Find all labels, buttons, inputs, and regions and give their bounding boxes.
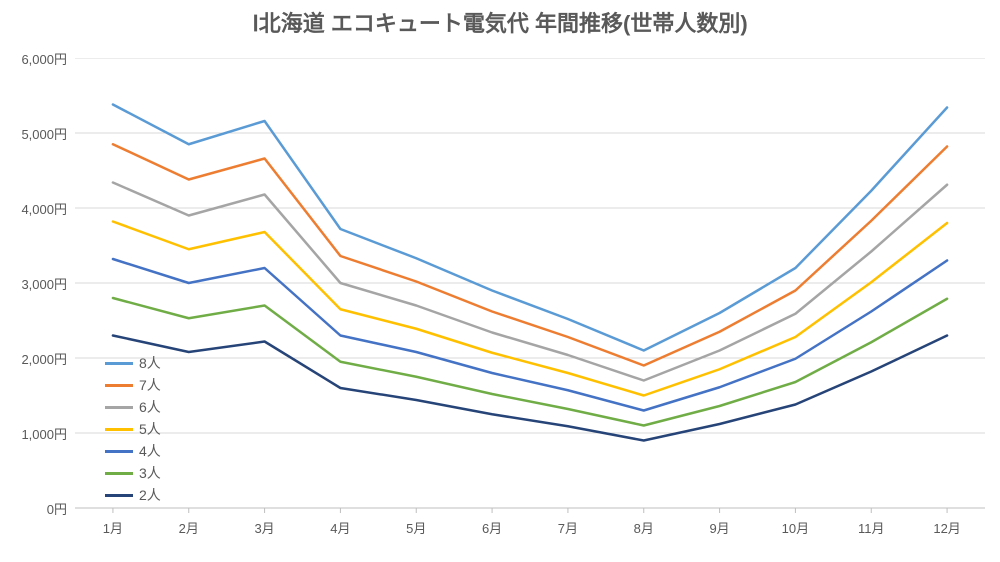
chart-svg [75,58,985,514]
y-tick-label: 1,000円 [21,424,67,443]
x-tick-label: 7月 [550,518,586,537]
plot-area [75,58,985,508]
y-tick-label: 0円 [47,499,67,518]
legend: 8人7人6人5人4人3人2人 [105,352,161,506]
x-tick-label: 10月 [777,518,813,537]
series-line [113,105,947,351]
legend-label: 3人 [139,463,161,483]
series-line [113,336,947,441]
legend-swatch [105,494,133,497]
legend-item: 7人 [105,374,161,396]
legend-item: 4人 [105,440,161,462]
y-tick-label: 4,000円 [21,199,67,218]
legend-swatch [105,362,133,365]
legend-swatch [105,384,133,387]
series-line [113,144,947,365]
series-line [113,183,947,381]
x-tick-label: 11月 [853,518,889,537]
legend-label: 8人 [139,353,161,373]
x-tick-label: 8月 [626,518,662,537]
legend-item: 5人 [105,418,161,440]
legend-label: 6人 [139,397,161,417]
x-tick-label: 6月 [474,518,510,537]
legend-swatch [105,428,133,431]
y-tick-label: 5,000円 [21,124,67,143]
legend-swatch [105,450,133,453]
x-tick-label: 4月 [322,518,358,537]
x-tick-label: 12月 [929,518,965,537]
x-tick-label: 5月 [398,518,434,537]
legend-item: 3人 [105,462,161,484]
y-tick-label: 2,000円 [21,349,67,368]
legend-item: 2人 [105,484,161,506]
y-tick-label: 6,000円 [21,49,67,68]
x-tick-label: 1月 [95,518,131,537]
legend-label: 7人 [139,375,161,395]
chart-container: Ⅰ北海道 エコキュート電気代 年間推移(世帯人数別) 8人7人6人5人4人3人2… [0,0,1000,562]
legend-swatch [105,406,133,409]
legend-swatch [105,472,133,475]
legend-label: 4人 [139,441,161,461]
x-tick-label: 9月 [702,518,738,537]
y-tick-label: 3,000円 [21,274,67,293]
legend-item: 8人 [105,352,161,374]
series-line [113,259,947,411]
x-tick-label: 2月 [171,518,207,537]
x-tick-label: 3月 [247,518,283,537]
legend-item: 6人 [105,396,161,418]
legend-label: 2人 [139,485,161,505]
chart-title: Ⅰ北海道 エコキュート電気代 年間推移(世帯人数別) [0,6,1000,38]
legend-label: 5人 [139,419,161,439]
